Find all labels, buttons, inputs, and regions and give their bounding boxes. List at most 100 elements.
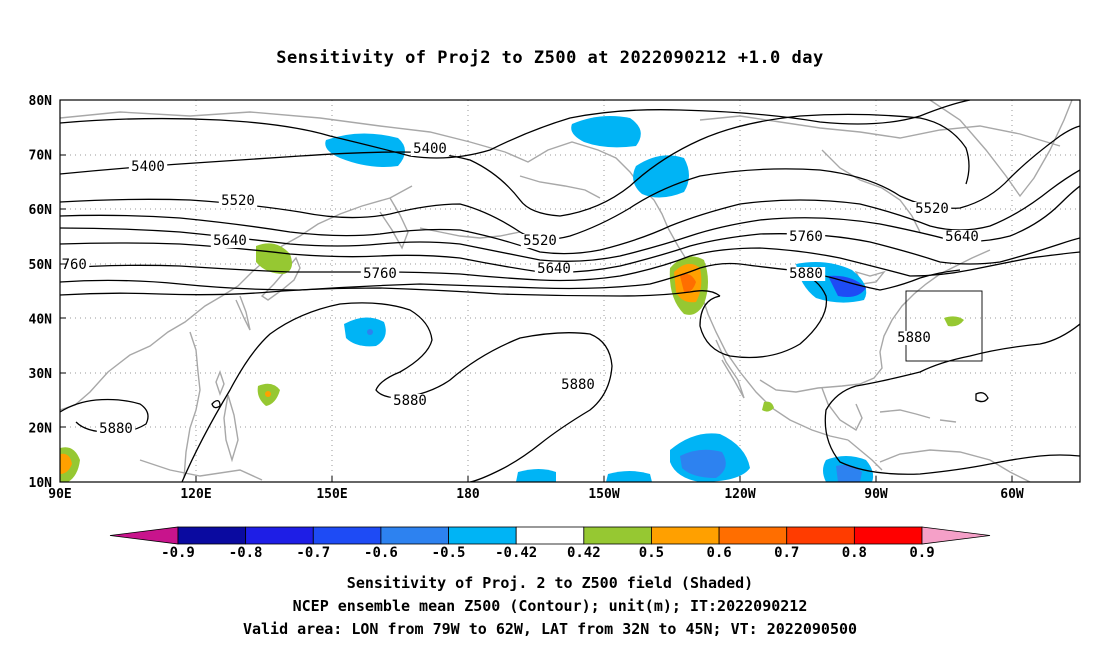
colorbar-label: -0.8 [229,545,263,561]
z500-contours [60,100,1080,482]
contour-line [211,400,221,409]
caption-valid-area: Valid area: LON from 79W to 62W, LAT fro… [242,620,858,638]
shade-negative-region [633,155,689,198]
latitude-label: 30N [29,367,53,382]
contour-label-bg [894,331,934,345]
colorbar-label: 0.8 [842,545,867,561]
colorbar-swatch [853,526,923,545]
contour-label-bg [786,230,826,244]
contour-line [699,273,828,359]
colorbar-label: -0.9 [161,545,195,561]
contour-label-bg [410,142,450,156]
contour-line [60,125,1080,240]
contour-label: 5640 [213,233,247,249]
colorbar-swatch [583,526,652,545]
latitude-label: 80N [29,94,53,109]
contour-label: 5880 [897,330,931,346]
caption-shading: Sensitivity of Proj. 2 to Z500 field (Sh… [346,574,754,592]
contour-label-bg [210,234,250,248]
contour-line [60,113,970,217]
colorbar-swatch [380,526,449,545]
contour-label: 5400 [413,141,447,157]
colorbar-swatch [245,526,314,545]
shade-positive-region [680,274,696,293]
contour-label: 5520 [523,233,557,249]
colorbar-label: -0.5 [432,545,466,561]
contour-label: 5400 [131,159,165,175]
longitude-label: 90E [48,487,71,502]
contour-line [60,185,1080,262]
contour-label: 5640 [537,261,571,277]
contour-line [60,100,971,159]
longitude-label: 120W [724,487,755,502]
colorbar-swatch [312,526,382,545]
colorbar-label: -0.42 [495,545,537,561]
colorbar-label: 0.5 [639,545,664,561]
contour-label-bg [390,394,430,408]
shade-positive-region [944,316,964,327]
contour-label-bg [60,258,90,272]
shade-negative-region [828,275,866,297]
contour-label: 5760 [53,257,87,273]
colorbar-swatch [177,526,247,545]
contour-label-bg [534,262,574,276]
colorbar-swatch [921,526,991,545]
contour-line [60,287,721,297]
contour-label-bg [786,267,826,281]
contour-line [60,169,1080,255]
shade-negative-region [680,449,726,478]
colorbar-label: -0.6 [364,545,398,561]
contour-label: 5520 [915,201,949,217]
colorbar-label: 0.6 [706,545,731,561]
longitude-label: 180 [456,487,480,502]
axis-ticks [59,99,1013,483]
map-title: Sensitivity of Proj2 to Z500 at 20220902… [276,48,824,68]
contour-labels: 5400 5400 5520 5520 5520 5640 5640 5640 5760 5760… [53,141,982,437]
valid-area-box [905,290,983,362]
longitude-label: 150E [316,487,347,502]
contour-label: 5880 [393,393,427,409]
colorbar-label: 0.9 [909,545,934,561]
colorbar-swatch [718,526,788,545]
contour-label: 5880 [789,266,823,282]
contour-label-bg [360,267,400,281]
latitude-label: 60N [29,203,53,218]
longitude-label: 60W [1000,487,1024,502]
contour-label-bg [128,160,168,174]
colorbar-label: 0.42 [567,545,601,561]
shade-negative-region [606,471,652,482]
contour-label: 5880 [561,377,595,393]
shade-negative-region [344,317,386,347]
colorbar-label: -0.7 [296,545,330,561]
plot-frame [59,99,1081,483]
contour-label: 5640 [945,229,979,245]
colorbar-swatch [109,526,179,545]
shade-negative-region [325,133,405,167]
latitude-labels: 80N 70N 60N 50N 40N 30N 20N 10N [29,94,53,491]
shade-positive-region [60,453,72,474]
longitude-label: 150W [588,487,619,502]
contour-label-bg [218,194,258,208]
colorbar: -0.9 -0.8 -0.7 -0.6 -0.5 -0.42 0.42 0.5 0.6 0.7 0.… [109,526,991,561]
shade-negative-region [516,469,556,482]
contour-line [60,233,1080,274]
contour-label: 5760 [789,229,823,245]
latitude-label: 50N [29,258,53,273]
caption-contour: NCEP ensemble mean Z500 (Contour); unit(… [292,597,808,615]
contour-label-bg [520,234,560,248]
shade-positive-region [762,401,774,412]
contour-label: 5760 [363,266,397,282]
longitude-labels: 90E 120E 150E 180 150W 120W 90W 60W [48,487,1024,502]
colorbar-swatch [515,526,585,545]
shade-negative-region [836,464,862,482]
longitude-label: 90W [864,487,888,502]
coastlines [60,100,1073,482]
colorbar-swatch [651,526,720,545]
contour-label-bg [912,202,952,216]
longitude-label: 120E [180,487,211,502]
latitude-label: 20N [29,422,53,437]
contour-label: 5520 [221,193,255,209]
contour-line [824,323,1080,475]
latitude-label: 40N [29,312,53,327]
